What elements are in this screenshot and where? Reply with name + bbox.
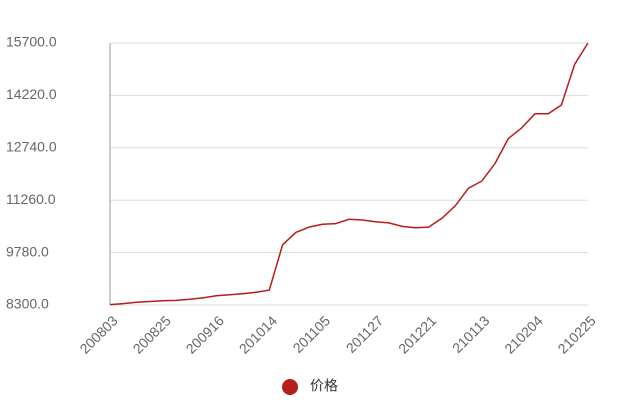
x-tick-label: 210204	[501, 312, 545, 356]
y-tick-label: 15700.0	[6, 34, 57, 50]
x-tick-label: 200803	[76, 312, 120, 356]
x-tick-label: 200916	[183, 312, 227, 356]
line	[109, 42, 589, 306]
x-tick-label: 210225	[554, 312, 598, 356]
x-tick-label: 200825	[130, 312, 174, 356]
legend-label: 价格	[310, 378, 338, 394]
x-tick-label: 201105	[290, 312, 334, 356]
y-tick-label: 12740.0	[6, 139, 57, 155]
y-tick-label: 9780.0	[6, 243, 49, 259]
legend-marker	[282, 379, 298, 395]
y-tick-label: 11260.0	[6, 191, 56, 207]
y-tick-label: 14220.0	[6, 86, 57, 102]
x-tick-label: 201127	[343, 312, 387, 356]
y-tick-label: 8300.0	[6, 296, 49, 312]
x-tick-label: 201014	[236, 312, 280, 356]
x-tick-label: 201221	[395, 312, 439, 356]
x-tick-label: 210113	[449, 312, 493, 356]
